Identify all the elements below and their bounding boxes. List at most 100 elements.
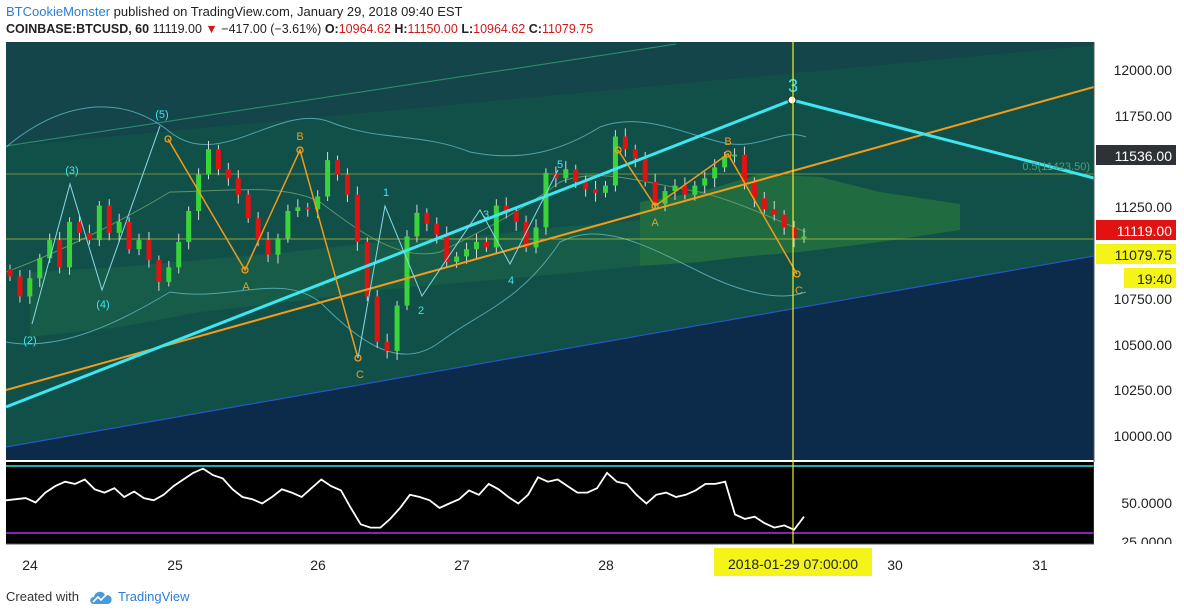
candle-body <box>344 174 350 195</box>
candle-body <box>593 189 599 193</box>
candle-body <box>612 136 618 186</box>
cyan-impulse-wave-1 <box>31 125 161 325</box>
candle-body <box>394 305 400 351</box>
candle-body <box>632 149 638 159</box>
orange-abc-wave-2 <box>617 149 798 275</box>
candle-body <box>771 209 777 215</box>
created-with-text: Created with <box>6 589 79 604</box>
c-label: C: <box>528 22 542 36</box>
x-tick-27: 27 <box>454 557 470 573</box>
candle-body <box>7 269 13 277</box>
candle-body <box>17 276 23 297</box>
author-link[interactable]: BTCookieMonster <box>6 4 111 19</box>
candle-body <box>622 136 628 150</box>
candle-body <box>761 198 767 210</box>
candle-body <box>206 149 211 175</box>
tradingview-link[interactable]: TradingView <box>118 589 190 604</box>
candle-body <box>47 240 53 259</box>
y-tick-11250: 11250.00 <box>1115 199 1173 215</box>
candle-body <box>225 169 231 179</box>
candle-body <box>235 178 241 195</box>
fib-price-badge <box>1096 145 1176 165</box>
wave-label-c5: (5) <box>155 109 168 121</box>
price-change: −417.00 (−3.61%) <box>221 22 322 36</box>
price-chart[interactable]: (2) (3) (4) (5) 1 2 3 4 5 3 B A C A B C … <box>0 42 1184 582</box>
x-tick-31: 31 <box>1032 557 1048 573</box>
candle-body <box>503 205 509 212</box>
time-axis[interactable] <box>0 544 1184 582</box>
cursor-date-badge <box>714 548 872 576</box>
candle-body <box>424 212 430 224</box>
candle-body <box>37 258 43 279</box>
close-price-badge <box>1096 244 1176 264</box>
candle-body <box>76 221 82 233</box>
wave-3-point <box>787 95 797 105</box>
candle-body <box>67 221 73 268</box>
tradingview-cloud-icon <box>90 591 112 604</box>
wave-label-b1: B <box>296 131 303 143</box>
candle-body <box>146 240 152 261</box>
wave-label-2: 2 <box>418 305 424 317</box>
cursor-date-label: 2018-01-29 07:00:00 <box>728 556 858 572</box>
countdown-badge <box>1124 268 1176 288</box>
lower-channel-band <box>6 45 1094 447</box>
candle-body <box>553 172 559 179</box>
countdown-label: 19:40 <box>1137 271 1172 287</box>
candle-body <box>493 205 499 248</box>
candle-body <box>791 227 797 239</box>
candle-body <box>285 211 291 239</box>
candle-body <box>255 218 261 241</box>
l-value: 10964.62 <box>473 22 526 36</box>
candle-body <box>106 205 112 233</box>
candle-body <box>315 196 321 210</box>
rsi-axis[interactable] <box>1094 462 1184 544</box>
candle-body <box>384 341 390 351</box>
candle-body <box>96 205 102 241</box>
symbol-label[interactable]: COINBASE:BTCUSD, 60 <box>6 22 150 36</box>
wave-label-c2: (2) <box>23 335 36 347</box>
candle-body <box>454 256 460 262</box>
candle-body <box>513 211 519 222</box>
candle-body <box>404 236 410 306</box>
wave-label-c3: (3) <box>65 165 78 177</box>
upper-channel-band <box>6 42 1094 146</box>
fib-price-label: 11536.00 <box>1115 148 1173 164</box>
candle-body <box>444 234 450 262</box>
o-value: 10964.62 <box>338 22 391 36</box>
candle-body <box>126 221 132 250</box>
candle-body <box>265 240 271 255</box>
wave-label-a1: A <box>242 281 250 293</box>
candle-body <box>374 296 380 342</box>
candle-body <box>464 249 470 257</box>
candle-body <box>473 241 479 250</box>
candle-body <box>563 169 569 179</box>
candle-body <box>245 194 251 219</box>
rsi-pane-drawings <box>6 465 1094 534</box>
l-label: L: <box>461 22 474 36</box>
wave-label-c1: C <box>356 369 364 381</box>
y-tick-10250: 10250.00 <box>1114 382 1173 398</box>
x-tick-25: 25 <box>167 557 183 573</box>
candle-body <box>702 178 708 186</box>
candle-body <box>166 267 172 282</box>
candle-body <box>335 160 341 175</box>
wave-label-c2-orange: C <box>795 285 803 297</box>
main-pane-drawings: (2) (3) (4) (5) 1 2 3 4 5 3 B A C A B C … <box>6 42 1094 448</box>
candle-body <box>364 241 370 297</box>
candle-body <box>325 160 331 197</box>
candle-body <box>305 207 311 210</box>
candle-body <box>414 212 420 237</box>
candle-body <box>732 154 738 157</box>
candle-body <box>781 214 787 228</box>
candle-body <box>57 240 63 268</box>
wave-label-5: 5 <box>557 159 563 171</box>
h-value: 11150.00 <box>407 22 458 36</box>
rsi-line <box>6 467 805 531</box>
last-price: 11119.00 <box>152 22 202 36</box>
wave-label-1: 1 <box>383 187 389 199</box>
candle-body <box>712 167 718 179</box>
rsi-tick-50: 50.0000 <box>1121 495 1172 511</box>
candle-body <box>682 185 688 195</box>
o-label: O: <box>324 22 339 36</box>
bollinger-lower <box>6 233 807 355</box>
